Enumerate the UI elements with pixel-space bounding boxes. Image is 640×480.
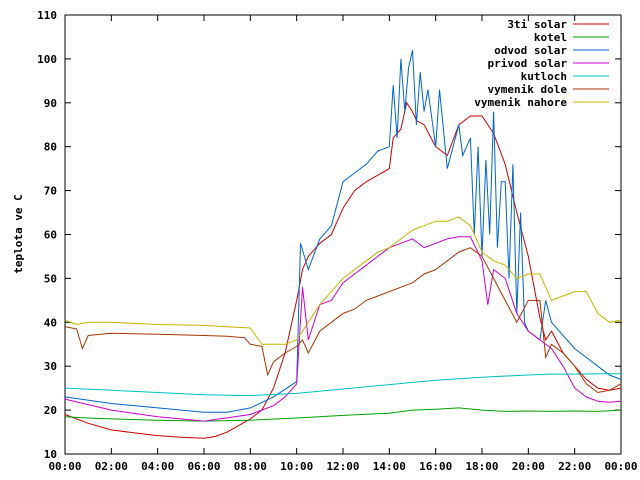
legend-label: kutloch (521, 70, 567, 83)
series-line-kutloch (64, 373, 621, 397)
series-line-vymenik-dole (64, 247, 622, 394)
x-tick-label: 18:00 (465, 460, 498, 473)
series-line-vymenik-nahore (64, 216, 622, 345)
legend-label: kotel (534, 31, 567, 44)
y-tick-label: 50 (44, 272, 57, 285)
series-layer (64, 49, 622, 439)
x-tick-label: 16:00 (419, 460, 452, 473)
y-tick-label: 110 (37, 9, 57, 22)
x-tick-label: 08:00 (234, 460, 267, 473)
legend-label: vymenik dole (488, 83, 568, 96)
x-tick-label: 02:00 (95, 460, 128, 473)
legend-label: 3ti solar (507, 18, 567, 31)
x-tick-label: 04:00 (141, 460, 174, 473)
series-line-privod-solar (64, 236, 622, 422)
x-tick-label: 22:00 (558, 460, 591, 473)
series-line-kotel (64, 407, 622, 422)
legend-label: odvod solar (494, 44, 567, 57)
y-tick-label: 100 (37, 53, 57, 66)
series-line-3ti-solar (64, 101, 622, 439)
axis-ticks: 10 20 30 40 50 60 70 80 90 100 110 00:00 02:00 04:00 0… (37, 9, 637, 473)
series-line-odvod-solar (64, 49, 622, 413)
plot-area (64, 14, 622, 455)
legend-label: privod solar (488, 57, 568, 70)
y-tick-label: 70 (44, 185, 57, 198)
x-tick-label: 00:00 (604, 460, 637, 473)
x-tick-label: 20:00 (512, 460, 545, 473)
y-axis-label: teplota ve C (12, 194, 25, 273)
x-tick-label: 14:00 (373, 460, 406, 473)
y-tick-label: 60 (44, 229, 57, 242)
y-tick-label: 40 (44, 316, 57, 329)
x-tick-label: 00:00 (48, 460, 81, 473)
x-tick-label: 12:00 (326, 460, 359, 473)
y-tick-label: 80 (44, 141, 57, 154)
x-tick-label: 10:00 (280, 460, 313, 473)
y-tick-label: 30 (44, 360, 57, 373)
y-tick-label: 20 (44, 404, 57, 417)
x-tick-label: 06:00 (187, 460, 220, 473)
legend-label: vymenik nahore (474, 96, 567, 109)
y-tick-label: 10 (44, 448, 57, 461)
y-tick-label: 90 (44, 97, 57, 110)
